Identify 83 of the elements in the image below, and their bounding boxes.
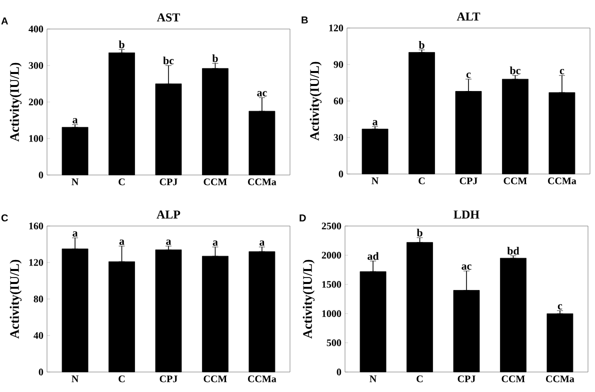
y-tick-label: 200 — [28, 98, 44, 106]
y-tick-label: 2000 — [322, 252, 342, 259]
annotation: bd — [507, 246, 520, 255]
y-tick-label: 1500 — [322, 281, 342, 288]
bar — [362, 128, 388, 174]
x-tick-label: N — [72, 178, 79, 186]
annotation: a — [166, 240, 172, 245]
y-tick-label: 120 — [329, 24, 344, 32]
x-tick-label: CCM — [502, 376, 525, 382]
x-tick-label: CCMa — [546, 376, 574, 382]
x-tick-label: CPJ — [458, 376, 476, 382]
bar — [546, 313, 574, 372]
annotation: bc — [163, 56, 174, 64]
annotation: ad — [368, 252, 379, 260]
annotation: c — [560, 68, 564, 74]
x-tick-label: CPJ — [460, 178, 478, 184]
y-tick-label: 2500 — [322, 222, 342, 230]
y-tick-label: 0 — [338, 170, 344, 178]
y-tick-label: 80 — [34, 296, 44, 302]
y-tick-label: 120 — [29, 259, 44, 266]
y-axis-title: Activity(IU/L) — [310, 62, 322, 141]
y-tick-label: 300 — [28, 62, 44, 69]
text: A — [1, 18, 8, 24]
annotation: b — [418, 40, 424, 49]
y-axis-title: Activity(IU/L) — [10, 62, 22, 142]
x-tick-label: N — [72, 376, 79, 382]
y-tick-label: 100 — [29, 135, 44, 142]
chart-title: LDH — [454, 210, 480, 218]
text: B — [302, 16, 308, 24]
annotation: ac — [257, 91, 267, 96]
y-tick-label: 160 — [29, 222, 44, 230]
x-tick-label: CCM — [204, 178, 227, 186]
y-tick-label: 0 — [38, 368, 44, 376]
annotation: ac — [462, 264, 472, 270]
annotation: c — [558, 304, 562, 310]
annotation: b — [416, 228, 422, 236]
bar — [62, 126, 88, 176]
x-tick-label: C — [118, 376, 125, 382]
annotation: a — [72, 118, 78, 124]
annotation: a — [372, 120, 378, 126]
bar — [155, 250, 182, 372]
x-tick-label: CCMa — [548, 178, 576, 184]
y-tick-label: 400 — [28, 26, 44, 32]
y-tick-label: 0 — [336, 368, 342, 376]
annotation: a — [260, 240, 265, 246]
x-tick-label: CCMa — [248, 376, 276, 382]
text: C — [1, 214, 8, 222]
chart-title: AST — [156, 13, 180, 22]
annotation: b — [118, 40, 124, 48]
y-tick-label: 1000 — [322, 310, 342, 317]
text: D — [300, 214, 306, 222]
x-tick-label: CPJ — [160, 178, 178, 186]
y-tick-label: 0 — [38, 172, 44, 178]
y-tick-label: 30 — [334, 134, 344, 141]
annotation: c — [466, 72, 471, 78]
y-axis-title: Activity(IU/L) — [302, 260, 315, 339]
bar — [108, 52, 135, 176]
x-tick-label: CPJ — [160, 376, 178, 382]
x-tick-label: CCM — [504, 178, 527, 184]
annotation: a — [119, 240, 124, 245]
bar — [502, 78, 528, 174]
annotation: a — [212, 240, 218, 246]
chart-title: ALT — [456, 12, 480, 20]
bar — [406, 242, 433, 372]
x-tick-label: C — [118, 178, 125, 186]
bar — [408, 52, 435, 174]
annotation: bc — [510, 66, 520, 74]
y-tick-label: 500 — [326, 339, 342, 346]
annotation: b — [212, 54, 218, 62]
y-axis-title: Activity(IU/L) — [10, 260, 22, 339]
chart-title: ALP — [156, 210, 180, 218]
y-tick-label: 40 — [34, 332, 44, 339]
y-tick-label: 90 — [334, 61, 344, 68]
x-tick-label: CCMa — [248, 178, 276, 186]
x-tick-label: C — [418, 178, 425, 184]
bar — [500, 258, 526, 372]
x-tick-label: N — [372, 178, 379, 184]
x-tick-label: C — [416, 376, 423, 382]
y-tick-label: 60 — [334, 98, 344, 104]
bar — [248, 251, 276, 372]
x-tick-label: N — [370, 376, 377, 382]
annotation: a — [72, 231, 78, 237]
x-tick-label: CCM — [204, 376, 227, 382]
